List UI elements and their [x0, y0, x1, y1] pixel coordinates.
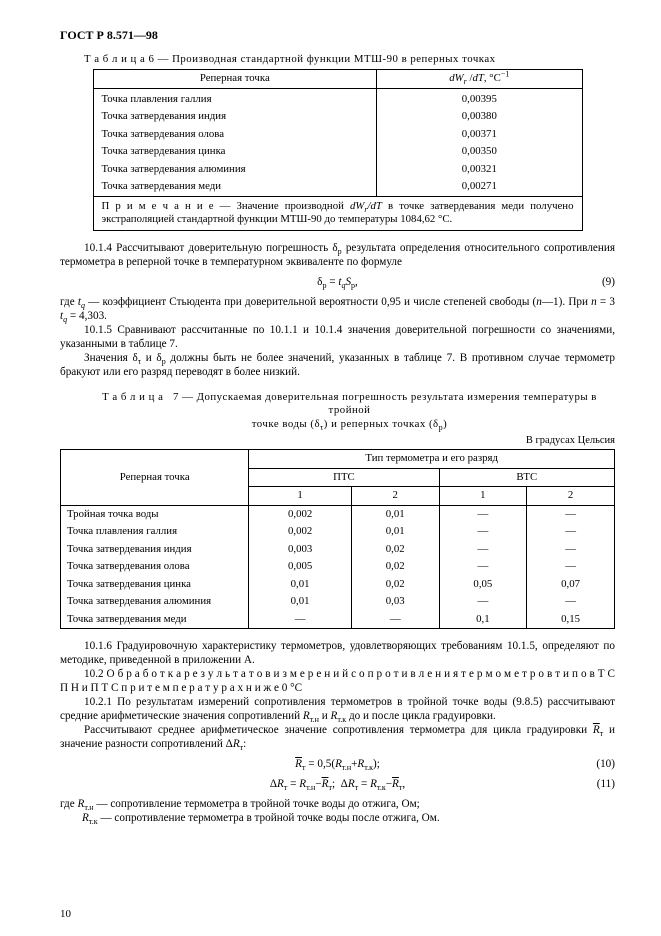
t6-r0c0: Точка плавления галлия — [93, 88, 377, 108]
para-delta-note: Значения δτ и δp должны быть не более зн… — [60, 351, 615, 379]
t7-r4c4: 0,07 — [527, 576, 615, 593]
t7-r6c3: 0,1 — [439, 611, 527, 629]
t7-h-2b: 2 — [527, 487, 615, 505]
t7-r6c0: Точка затвердевания меди — [61, 611, 249, 629]
t7-r3c3: — — [439, 558, 527, 575]
eq10-num: (10) — [596, 757, 615, 771]
t7-r2c4: — — [527, 541, 615, 558]
t6-r5c1: 0,00271 — [377, 178, 582, 196]
t7-r3c0: Точка затвердевания олова — [61, 558, 249, 575]
table7-unit: В градусах Цельсия — [60, 434, 615, 447]
t7-r1c4: — — [527, 523, 615, 540]
para-10-1-5: 10.1.5 Сравнивают рассчитанные по 10.1.1… — [60, 323, 615, 351]
para-10-1-6: 10.1.6 Градуировочную характеристику тер… — [60, 639, 615, 667]
t7-r2c3: — — [439, 541, 527, 558]
equation-9: δp = tqSp, (9) — [60, 275, 615, 289]
t7-h-1b: 1 — [439, 487, 527, 505]
t6-r1c0: Точка затвердевания индия — [93, 108, 377, 125]
t6-r2c0: Точка затвердевания олова — [93, 126, 377, 143]
t7-r5c1: 0,01 — [249, 593, 352, 610]
table6-caption: Т а б л и ц а 6 — Производная стандартно… — [84, 53, 615, 66]
t7-r0c1: 0,002 — [249, 505, 352, 523]
t6-r5c0: Точка затвердевания меди — [93, 178, 377, 196]
t7-r3c4: — — [527, 558, 615, 575]
t6-r3c1: 0,00350 — [377, 143, 582, 160]
t7-r4c1: 0,01 — [249, 576, 352, 593]
t7-h-1a: 1 — [249, 487, 352, 505]
page-number: 10 — [60, 908, 71, 922]
equation-10: Rт = 0,5(Rт.н+Rт.к); (10) — [60, 757, 615, 771]
t7-r4c0: Точка затвердевания цинка — [61, 576, 249, 593]
eq11-num: (11) — [597, 777, 615, 791]
t7-r0c3: — — [439, 505, 527, 523]
t7-r1c3: — — [439, 523, 527, 540]
t7-r3c1: 0,005 — [249, 558, 352, 575]
t7-r4c3: 0,05 — [439, 576, 527, 593]
para-10-2: 10.2 О б р а б о т к а р е з у л ь т а т… — [60, 667, 615, 695]
eq9-num: (9) — [602, 275, 615, 289]
t7-r6c1: — — [249, 611, 352, 629]
t6-col2: dWr /dT, °C−1 — [377, 70, 582, 88]
t7-h-2a: 2 — [351, 487, 439, 505]
t6-r4c1: 0,00321 — [377, 161, 582, 178]
where-rtn: где Rт.н — сопротивление термометра в тр… — [60, 797, 615, 811]
t7-r2c1: 0,003 — [249, 541, 352, 558]
t6-r3c0: Точка затвердевания цинка — [93, 143, 377, 160]
table7-caption: Т а б л и ц а 7 — Допускаемая доверитель… — [84, 391, 615, 431]
t6-col1: Реперная точка — [93, 70, 377, 88]
t7-r6c4: 0,15 — [527, 611, 615, 629]
para-mean: Рассчитывают среднее арифметическое знач… — [60, 723, 615, 751]
t7-r2c2: 0,02 — [351, 541, 439, 558]
doc-code: ГОСТ Р 8.571—98 — [60, 28, 615, 43]
t7-h-group: Тип термометра и его разряд — [249, 450, 615, 468]
t7-r2c0: Точка затвердевания индия — [61, 541, 249, 558]
equation-11: ΔRт = Rт.н−Rт; ΔRт = Rт.к−Rт, (11) — [60, 777, 615, 791]
para-10-1-4: 10.1.4 Рассчитывают доверительную погреш… — [60, 241, 615, 269]
t7-r0c0: Тройная точка воды — [61, 505, 249, 523]
t7-r5c3: — — [439, 593, 527, 610]
t6-note: П р и м е ч а н и е — Значение производн… — [93, 196, 582, 230]
t7-r5c0: Точка затвердевания алюминия — [61, 593, 249, 610]
t7-r1c0: Точка плавления галлия — [61, 523, 249, 540]
t7-h-vts: ВТС — [439, 468, 614, 486]
t7-r4c2: 0,02 — [351, 576, 439, 593]
table7: Реперная точка Тип термометра и его разр… — [60, 449, 615, 629]
where-rtk: Rт.к — сопротивление термометра в тройно… — [60, 811, 615, 825]
where-tq: где tq — коэффициент Стьюдента при довер… — [60, 295, 615, 323]
t7-r1c1: 0,002 — [249, 523, 352, 540]
t7-r5c2: 0,03 — [351, 593, 439, 610]
t7-r5c4: — — [527, 593, 615, 610]
para-10-2-1: 10.2.1 По результатам измерений сопротив… — [60, 695, 615, 723]
t7-r0c4: — — [527, 505, 615, 523]
t6-r4c0: Точка затвердевания алюминия — [93, 161, 377, 178]
t7-r0c2: 0,01 — [351, 505, 439, 523]
t6-r1c1: 0,00380 — [377, 108, 582, 125]
t6-r0c1: 0,00395 — [377, 88, 582, 108]
t7-r6c2: — — [351, 611, 439, 629]
t6-r2c1: 0,00371 — [377, 126, 582, 143]
t7-h-pts: ПТС — [249, 468, 439, 486]
t7-h-repoint: Реперная точка — [61, 450, 249, 505]
t7-r3c2: 0,02 — [351, 558, 439, 575]
t7-r1c2: 0,01 — [351, 523, 439, 540]
table6: Реперная точка dWr /dT, °C−1 Точка плавл… — [93, 69, 583, 230]
